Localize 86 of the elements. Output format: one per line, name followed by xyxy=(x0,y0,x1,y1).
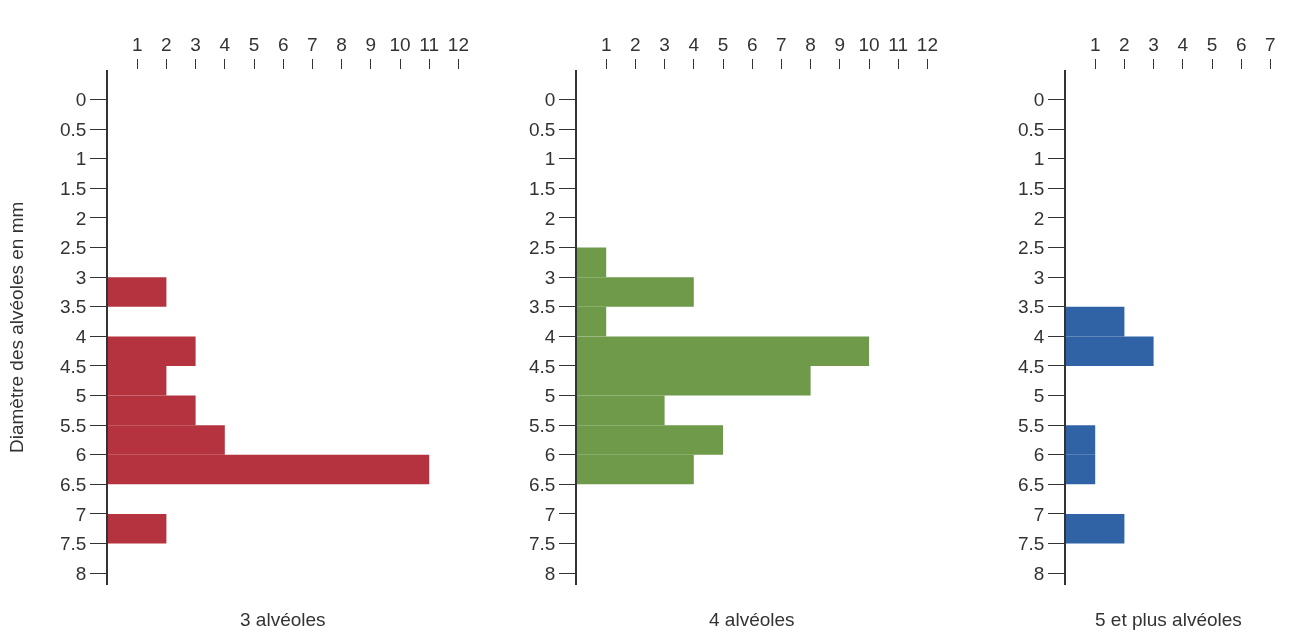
x-tick-label: 9 xyxy=(365,34,377,56)
y-tick-label: 7.5 xyxy=(529,533,556,555)
y-tick-label: 1.5 xyxy=(60,178,87,200)
y-tick-label: 4 xyxy=(1033,326,1045,348)
y-tick-label: 3.5 xyxy=(529,296,556,318)
y-tick-label: 7 xyxy=(75,503,87,525)
y-tick-label: 5 xyxy=(75,385,87,407)
y-axis-title: Diamètre des alvéoles en mm xyxy=(6,201,27,453)
y-tick-label: 6.5 xyxy=(1018,474,1045,496)
y-tick-label: 5.5 xyxy=(60,414,87,436)
x-tick-label: 11 xyxy=(419,34,440,56)
y-tick-label: 8 xyxy=(1033,562,1045,584)
y-tick-label: 1.5 xyxy=(529,178,556,200)
y-tick-label: 2.5 xyxy=(1018,237,1045,259)
x-tick-label: 1 xyxy=(600,34,612,56)
y-tick-label: 5 xyxy=(1033,385,1045,407)
x-tick-label: 10 xyxy=(389,34,411,56)
y-tick-label: 0.5 xyxy=(60,118,87,140)
x-tick-label: 7 xyxy=(307,34,318,56)
x-tick-label: 8 xyxy=(805,34,816,56)
y-tick-label: 0 xyxy=(75,89,87,111)
x-tick-label: 7 xyxy=(776,34,787,56)
y-tick-label: 7 xyxy=(544,503,556,525)
x-tick-label: 5 xyxy=(717,34,729,56)
x-tick-label: 3 xyxy=(190,34,201,56)
y-tick-label: 1 xyxy=(544,148,556,170)
y-tick-label: 5.5 xyxy=(1018,414,1045,436)
x-tick-label: 6 xyxy=(1235,34,1247,56)
x-tick-label: 6 xyxy=(746,34,758,56)
y-tick-label: 4 xyxy=(75,326,87,348)
y-tick-label: 3 xyxy=(544,266,556,288)
y-tick-label: 3.5 xyxy=(60,296,87,318)
y-tick-label: 0 xyxy=(544,89,556,111)
y-tick-label: 3.5 xyxy=(1018,296,1045,318)
y-tick-label: 2.5 xyxy=(529,237,556,259)
x-tick-label: 8 xyxy=(336,34,347,56)
y-tick-label: 2 xyxy=(544,207,556,229)
y-tick-label: 7.5 xyxy=(1018,533,1045,555)
x-axis-title: 3 alvéoles xyxy=(240,609,326,630)
y-tick-label: 4.5 xyxy=(60,355,87,377)
x-tick-label: 6 xyxy=(277,34,289,56)
x-tick-label: 4 xyxy=(688,34,700,56)
x-tick-label: 5 xyxy=(1206,34,1218,56)
x-tick-label: 2 xyxy=(630,34,641,56)
y-tick-label: 1 xyxy=(1033,148,1045,170)
y-tick-label: 0 xyxy=(1033,89,1045,111)
x-tick-label: 1 xyxy=(131,34,143,56)
x-tick-label: 1 xyxy=(1089,34,1101,56)
x-tick-label: 2 xyxy=(1119,34,1130,56)
y-tick-label: 6 xyxy=(1033,444,1045,466)
x-axis-title: 4 alvéoles xyxy=(709,609,795,630)
x-tick-label: 7 xyxy=(1265,34,1276,56)
y-tick-label: 1.5 xyxy=(1018,178,1045,200)
y-tick-label: 6 xyxy=(544,444,556,466)
x-tick-label: 11 xyxy=(888,34,909,56)
y-tick-label: 8 xyxy=(75,562,87,584)
y-tick-label: 0.5 xyxy=(1018,118,1045,140)
y-tick-label: 4.5 xyxy=(1018,355,1045,377)
y-tick-label: 5 xyxy=(544,385,556,407)
y-tick-label: 2 xyxy=(1033,207,1045,229)
x-tick-label: 2 xyxy=(161,34,172,56)
x-axis-title: 5 et plus alvéoles xyxy=(1095,609,1242,630)
y-tick-label: 6.5 xyxy=(529,474,556,496)
y-tick-label: 5.5 xyxy=(529,414,556,436)
x-tick-label: 12 xyxy=(447,34,469,56)
y-tick-label: 3 xyxy=(1033,266,1045,288)
y-tick-label: 1 xyxy=(75,148,87,170)
x-tick-label: 4 xyxy=(1177,34,1189,56)
y-tick-label: 2.5 xyxy=(60,237,87,259)
y-tick-label: 3 xyxy=(75,266,87,288)
y-tick-label: 6.5 xyxy=(60,474,87,496)
x-tick-label: 12 xyxy=(916,34,938,56)
y-tick-label: 7.5 xyxy=(60,533,87,555)
x-tick-label: 3 xyxy=(1148,34,1159,56)
x-tick-label: 9 xyxy=(834,34,846,56)
y-tick-label: 2 xyxy=(75,207,87,229)
y-tick-label: 4.5 xyxy=(529,355,556,377)
y-tick-label: 8 xyxy=(544,562,556,584)
x-tick-label: 4 xyxy=(219,34,231,56)
x-tick-label: 3 xyxy=(659,34,670,56)
y-tick-label: 7 xyxy=(1033,503,1045,525)
x-tick-label: 10 xyxy=(858,34,880,56)
y-tick-label: 4 xyxy=(544,326,556,348)
y-tick-label: 6 xyxy=(75,444,87,466)
y-tick-label: 0.5 xyxy=(529,118,556,140)
x-tick-label: 5 xyxy=(248,34,260,56)
